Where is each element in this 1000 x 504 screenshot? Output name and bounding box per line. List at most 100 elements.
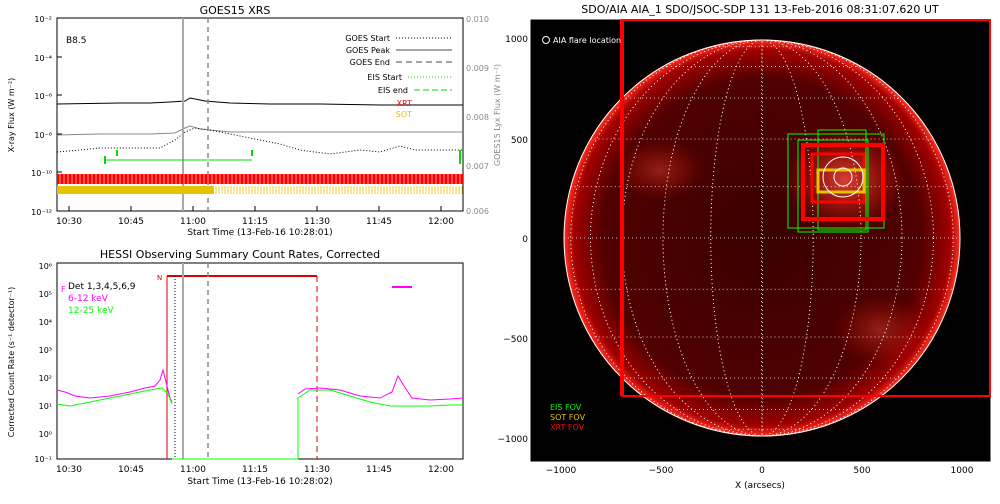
hessi-ytick: 10³ <box>39 346 52 355</box>
xrs-ytick-right: 0.010 <box>466 15 489 24</box>
aia-eis-fov <box>797 139 869 233</box>
xrs-xtick: 12:00 <box>428 217 454 227</box>
xrs-legend-goes-end: GOES End <box>350 58 390 67</box>
xrs-sot-ticks <box>215 186 463 194</box>
hessi-frame <box>56 262 464 460</box>
hessi-ytick: 10⁶ <box>39 262 52 271</box>
hessi-ytick: 10⁴ <box>39 318 52 327</box>
aia-limb <box>563 39 961 437</box>
aia-ytick: −1000 <box>498 435 529 445</box>
aia-active-region <box>615 140 705 200</box>
hessi-n-flag: N <box>157 274 162 282</box>
hessi-low-curve <box>56 368 464 403</box>
hessi-ytick: 10² <box>39 374 52 383</box>
aia-xtick: 0 <box>759 466 765 476</box>
hessi-high-curve <box>56 387 463 460</box>
hessi-xtick: 12:00 <box>428 465 454 475</box>
aia-legend-xrt: XRT FOV <box>550 423 585 432</box>
aia-xlabel: X (arcsecs) <box>735 481 785 491</box>
aia-ytick: −500 <box>503 335 528 345</box>
xrs-legend-xrt: XRT <box>397 99 412 108</box>
grid-longitude <box>761 39 763 437</box>
aia-xtick: 1000 <box>951 466 974 476</box>
grid-longitude <box>621 39 903 437</box>
grid-longitude <box>590 39 934 437</box>
xrs-legend-goes-start: GOES Start <box>345 34 390 43</box>
hessi-xtick: 10:30 <box>56 465 82 475</box>
aia-legend-eis: EIS FOV <box>550 403 582 412</box>
xrs-short-curve <box>56 127 463 155</box>
aia-ytick: 1000 <box>505 35 528 45</box>
xrs-xtick: 11:15 <box>242 217 268 227</box>
aia-ytick: 0 <box>522 235 528 245</box>
grid-longitude <box>710 39 814 437</box>
hessi-xtick: 11:15 <box>242 465 268 475</box>
xrs-ytick: 10⁻² <box>34 15 52 24</box>
xrs-ytick: 10⁻⁶ <box>34 92 52 101</box>
aia-x-ticks: −1000 −500 0 500 1000 <box>546 466 974 476</box>
xrs-ytick-right: 0.008 <box>466 113 489 122</box>
xrs-title: GOES15 XRS <box>200 4 271 17</box>
aia-flare-marker-icon <box>542 36 550 44</box>
xrs-y-ticks: 10⁻² 10⁻⁴ 10⁻⁶ 10⁻⁸ 10⁻¹⁰ 10⁻¹² <box>31 15 52 217</box>
xrs-ytick: 10⁻⁴ <box>34 54 52 63</box>
hessi-legend-det: Det 1,3,4,5,6,9 <box>68 282 136 292</box>
aia-xtick: −500 <box>649 466 674 476</box>
aia-panel: SDO/AIA AIA_1 SDO/JSOC-SDP 131 13-Feb-20… <box>498 3 991 491</box>
hessi-ytick: 10⁻¹ <box>34 455 52 464</box>
hessi-xtick: 10:45 <box>118 465 144 475</box>
xrs-xtick: 10:45 <box>118 217 144 227</box>
hessi-legend-high: 12-25 keV <box>68 306 114 316</box>
xrs-ytick: 10⁻¹² <box>31 208 52 217</box>
xrs-legend-goes-peak: GOES Peak <box>346 46 391 55</box>
aia-title: SDO/AIA AIA_1 SDO/JSOC-SDP 131 13-Feb-20… <box>581 3 939 16</box>
aia-active-region <box>835 295 925 365</box>
xrs-y-tickmarks <box>57 17 62 212</box>
hessi-y-ticks: 10⁶ 10⁵ 10⁴ 10³ 10² 10¹ 10⁰ 10⁻¹ <box>34 262 52 464</box>
xrs-ytick: 10⁻¹⁰ <box>31 169 52 178</box>
aia-flare-circle <box>822 156 864 198</box>
hessi-title: HESSI Observing Summary Count Rates, Cor… <box>100 248 380 261</box>
xrs-class-label: B8.5 <box>66 36 87 46</box>
xrs-eis-bars <box>104 150 461 164</box>
aia-y-ticks: 1000 500 0 −500 −1000 <box>498 35 529 445</box>
aia-xtick: 500 <box>853 466 870 476</box>
aia-xtick: −1000 <box>546 466 577 476</box>
hessi-ytick: 10⁰ <box>39 430 52 439</box>
xrs-ytick-right: 0.007 <box>466 162 489 171</box>
hessi-ytick: 10¹ <box>39 402 52 411</box>
aia-xrt-fov <box>801 143 885 221</box>
xrs-frame <box>56 17 464 212</box>
xrs-ylabel-right: GOES15 Lyx Flux (W m⁻²) <box>493 64 502 166</box>
hessi-legend-low: 6-12 keV <box>68 294 109 304</box>
xrs-ytick-right: 0.009 <box>466 64 489 73</box>
xrs-long-curve <box>56 97 463 106</box>
xrs-xrt-gaps <box>59 174 461 184</box>
xrs-ylabel: X-ray Flux (W m⁻²) <box>7 78 16 153</box>
xrs-ytick: 10⁻⁸ <box>34 131 52 140</box>
xrs-legend-eis-start: EIS Start <box>367 73 402 82</box>
aia-lat-lon-grid <box>564 39 960 437</box>
hessi-xtick: 11:30 <box>304 465 330 475</box>
aia-ytick: 500 <box>511 136 528 146</box>
hessi-flag-f: F <box>61 285 66 294</box>
aia-sot-fov <box>816 168 866 194</box>
hessi-ylabel: Corrected Count Rate (s⁻¹ detector⁻¹) <box>7 287 16 438</box>
xrs-legend-eis-end: EIS end <box>378 86 408 95</box>
xrs-xlabel: Start Time (13-Feb-16 10:28:01) <box>187 228 332 238</box>
hessi-legend: F Det 1,3,4,5,6,9 6-12 keV 12-25 keV <box>61 282 136 316</box>
xrs-ytick-right: 0.006 <box>466 207 489 216</box>
xrs-legend: GOES Start GOES Peak GOES End EIS Start … <box>345 34 452 119</box>
xrs-legend-sot: SOT <box>396 110 412 119</box>
xrs-right-ticks: 0.010 0.009 0.008 0.007 0.006 <box>466 15 489 216</box>
hessi-xtick: 11:00 <box>180 465 206 475</box>
hessi-xtick: 11:45 <box>366 465 392 475</box>
xrs-x-ticks: 10:30 10:45 11:00 11:15 11:30 11:45 12:0… <box>56 217 454 227</box>
hessi-x-ticks: 10:30 10:45 11:00 11:15 11:30 11:45 12:0… <box>56 465 454 475</box>
xrs-panel: GOES15 XRS 10⁻² 10⁻⁴ 10⁻⁶ 10⁻⁸ 10⁻¹⁰ 10⁻… <box>7 4 502 238</box>
xrs-xtick: 10:30 <box>56 217 82 227</box>
aia-legend-sot: SOT FOV <box>550 413 586 422</box>
xrs-xtick: 11:30 <box>304 217 330 227</box>
